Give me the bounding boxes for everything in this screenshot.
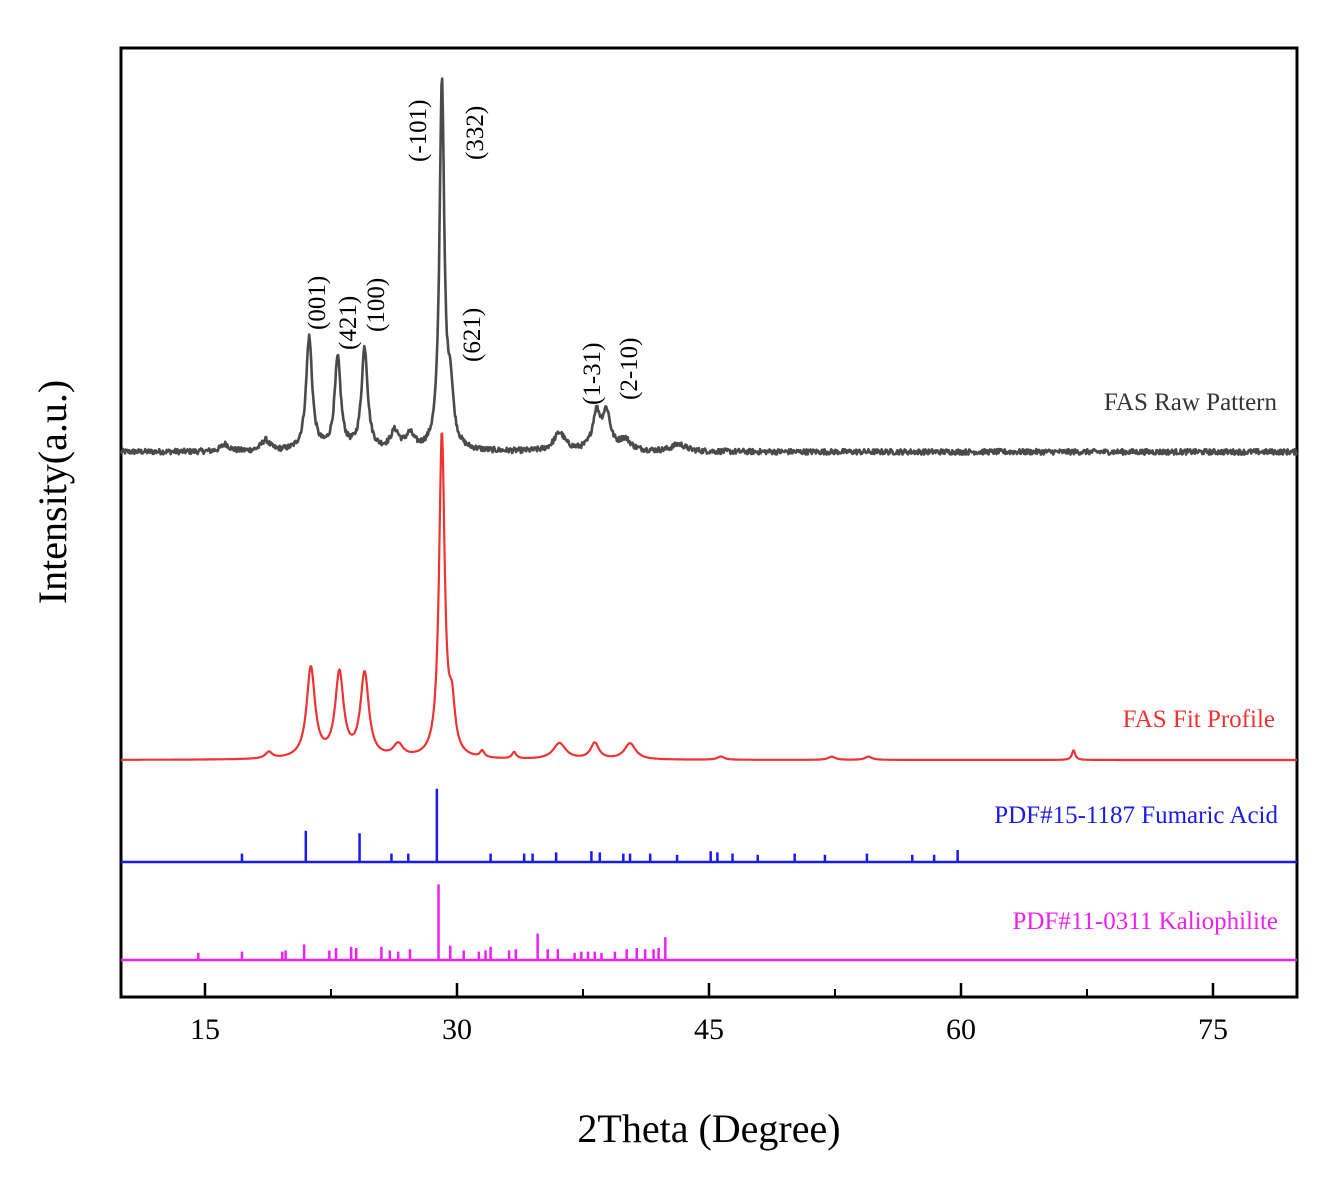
series-kaliophilite <box>121 884 1297 962</box>
plot-frame <box>119 46 1299 999</box>
series-fumaric-acid <box>121 788 1297 864</box>
line-fit-profile <box>120 432 1298 762</box>
peak-label-2m10: (2-10) <box>616 338 643 400</box>
x-axis-label: 2Theta (Degree) <box>577 1106 840 1151</box>
series-fit-profile <box>120 432 1298 762</box>
y-axis-label: Intensity(a.u.) <box>30 380 75 604</box>
series-raw-pattern <box>119 77 1299 456</box>
x-tick-label: 30 <box>442 1013 472 1046</box>
series-label-kaliophilite: PDF#11-0311 Kaliophilite <box>1012 908 1278 935</box>
peak-label-100: (100) <box>363 278 390 332</box>
peak-label-001: (001) <box>304 276 331 330</box>
peak-label-m101: (-101) <box>405 100 432 162</box>
x-tick-label: 45 <box>694 1013 724 1046</box>
series-label-fit: FAS Fit Profile <box>1123 706 1275 733</box>
series-label-raw: FAS Raw Pattern <box>1104 389 1278 416</box>
peak-label-1m31: (1-31) <box>579 343 606 405</box>
x-axis-ticks: 15 30 45 60 75 <box>190 983 1228 1046</box>
x-tick-label: 60 <box>946 1013 976 1046</box>
series-layer <box>119 77 1299 962</box>
peak-label-621: (621) <box>459 308 486 362</box>
peak-label-332: (332) <box>462 106 489 160</box>
line-raw-pattern <box>119 77 1299 456</box>
x-tick-label: 15 <box>190 1013 220 1046</box>
x-tick-label: 75 <box>1198 1013 1228 1046</box>
peak-label-421: (421) <box>335 296 362 350</box>
series-label-fumaric: PDF#15-1187 Fumaric Acid <box>994 802 1278 829</box>
